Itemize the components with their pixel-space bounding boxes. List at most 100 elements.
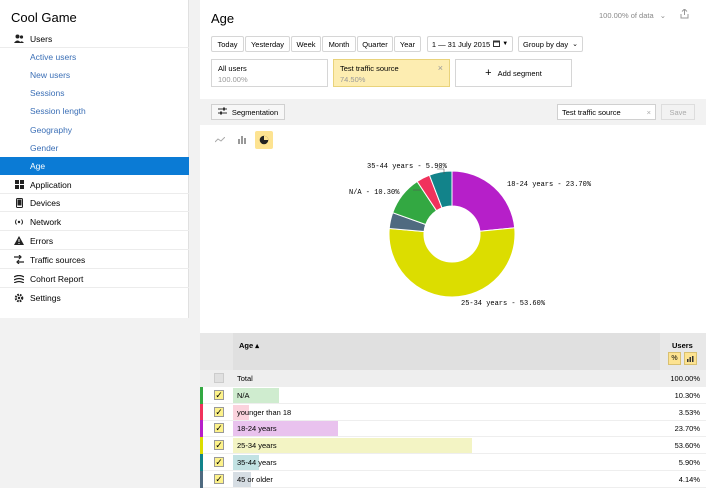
row-value: 5.90% xyxy=(678,457,700,467)
sidebar-subitem-session-length[interactable]: Session length xyxy=(30,106,86,116)
row-checkbox[interactable]: ✓ xyxy=(214,390,224,400)
row-color-stripe xyxy=(200,437,203,455)
data-sampling-selector[interactable]: 100.00% of data ⌄ xyxy=(599,11,666,20)
share-icon[interactable] xyxy=(680,8,689,21)
period-yesterday-button[interactable]: Yesterday xyxy=(245,36,290,52)
segment-all-users[interactable]: All users 100.00% xyxy=(211,59,328,87)
row-label: 45 or older xyxy=(237,474,273,484)
table-row[interactable]: ✓ 45 or older 4.14% xyxy=(200,470,706,488)
sidebar-item-label: Errors xyxy=(30,235,54,246)
donut-slice-25-34-years[interactable] xyxy=(388,227,516,298)
donut-slice-35-44-years[interactable] xyxy=(428,170,453,209)
row-label: 25-34 years xyxy=(237,441,277,451)
phone-icon xyxy=(14,197,24,208)
sidebar-item-network[interactable]: Network xyxy=(0,213,189,231)
segmentation-label: Segmentation xyxy=(231,107,279,117)
period-year-button[interactable]: Year xyxy=(394,36,421,52)
percent-toggle-icon[interactable]: % xyxy=(668,352,681,365)
date-range-picker[interactable]: 1 — 31 July 2015 ▼ xyxy=(427,36,513,52)
app-title: Cool Game xyxy=(11,10,77,25)
sidebar-item-cohort-report[interactable]: Cohort Report xyxy=(0,270,189,288)
total-checkbox[interactable] xyxy=(214,373,224,383)
table-total-row: Total 100.00% xyxy=(200,370,706,387)
row-value-bar xyxy=(233,438,472,454)
group-by-select[interactable]: Group by day ⌄ xyxy=(518,36,583,52)
sliders-icon xyxy=(217,107,227,117)
row-checkbox[interactable]: ✓ xyxy=(214,406,224,417)
table-row[interactable]: ✓ younger than 18 3.53% xyxy=(200,403,706,421)
traffic-icon xyxy=(14,255,24,265)
period-today-button[interactable]: Today xyxy=(211,36,244,52)
segment-value: 74.50% xyxy=(340,75,366,84)
sidebar-subitem-active-users[interactable]: Active users xyxy=(30,52,77,62)
sidebar-item-settings[interactable]: Settings xyxy=(0,289,189,307)
row-label: younger than 18 xyxy=(237,407,292,417)
row-label: 18-24 years xyxy=(237,424,277,434)
row-checkbox[interactable]: ✓ xyxy=(214,440,224,451)
age-donut-chart: 18-24 years - 23.70% 25-34 years - 53.60… xyxy=(349,163,592,308)
segment-name-input[interactable]: Test traffic source × xyxy=(557,104,656,120)
table-row[interactable]: ✓ N/A 10.30% xyxy=(200,387,706,404)
row-value: 53.60% xyxy=(674,441,700,451)
line-chart-view-icon[interactable] xyxy=(211,131,229,149)
pie-chart-view-icon[interactable] xyxy=(255,131,273,149)
sidebar-item-label: Cohort Report xyxy=(30,273,84,284)
chevron-down-icon: ⌄ xyxy=(659,11,667,20)
add-segment-button[interactable]: + Add segment xyxy=(455,59,572,87)
users-column-header[interactable]: Users xyxy=(672,341,693,350)
page-title: Age xyxy=(211,11,235,26)
table-row[interactable]: ✓ 25-34 years 53.60% xyxy=(200,437,706,455)
table-row[interactable]: ✓ 18-24 years 23.70% xyxy=(200,420,706,438)
sidebar-item-traffic-sources[interactable]: Traffic sources xyxy=(0,251,189,269)
clear-icon[interactable]: × xyxy=(646,107,651,117)
row-value-bar xyxy=(233,421,339,437)
donut-slice-18-24-years[interactable] xyxy=(451,170,516,232)
date-range-value: 1 — 31 July 2015 xyxy=(431,39,491,49)
row-value: 10.30% xyxy=(674,391,700,400)
bar-toggle-icon[interactable] xyxy=(684,352,697,365)
table-row[interactable]: ✓ 35-44 years 5.90% xyxy=(200,453,706,471)
period-month-button[interactable]: Month xyxy=(322,36,356,52)
add-segment-label: Add segment xyxy=(497,68,542,78)
sidebar-item-errors[interactable]: Errors xyxy=(0,232,189,250)
sidebar-item-label: Application xyxy=(30,179,72,190)
grid-icon xyxy=(14,180,24,190)
bar-chart-view-icon[interactable] xyxy=(233,131,251,149)
save-button[interactable]: Save xyxy=(661,104,695,120)
sidebar-item-users[interactable]: Users xyxy=(0,30,189,48)
sidebar-subitem-new-users[interactable]: New users xyxy=(30,70,71,80)
plus-icon: + xyxy=(485,67,492,79)
row-checkbox[interactable]: ✓ xyxy=(214,423,224,434)
wifi-icon xyxy=(14,217,24,227)
row-value: 4.14% xyxy=(678,474,700,484)
sidebar-subitem-sessions[interactable]: Sessions xyxy=(30,88,65,98)
segment-value: 100.00% xyxy=(218,75,248,84)
row-value-bar xyxy=(233,454,260,470)
period-week-button[interactable]: Week xyxy=(291,36,321,52)
sidebar-item-application[interactable]: Application xyxy=(0,176,189,194)
segment-name: Test traffic source xyxy=(340,64,399,73)
close-icon[interactable]: × xyxy=(437,63,443,73)
segment-test-traffic-source[interactable]: Test traffic source 74.50% × xyxy=(333,59,450,87)
cohort-icon xyxy=(14,274,24,284)
sidebar-subitem-age[interactable]: Age xyxy=(0,157,189,175)
sidebar-subitem-geography[interactable]: Geography xyxy=(30,125,73,135)
row-value-bar xyxy=(233,471,252,487)
row-value: 3.53% xyxy=(678,407,700,417)
sidebar-item-label: Settings xyxy=(30,293,61,303)
row-value: 23.70% xyxy=(674,424,700,434)
row-color-stripe xyxy=(200,387,203,404)
sidebar-item-devices[interactable]: Devices xyxy=(0,194,189,212)
row-color-stripe xyxy=(200,453,203,471)
warning-icon xyxy=(14,236,24,246)
row-checkbox[interactable]: ✓ xyxy=(214,456,224,467)
sidebar-subitem-gender[interactable]: Gender xyxy=(30,143,59,153)
total-label: Total xyxy=(237,374,253,383)
chevron-down-icon: ▼ xyxy=(502,41,509,47)
segmentation-button[interactable]: Segmentation xyxy=(211,104,285,120)
row-color-stripe xyxy=(200,403,203,421)
gear-icon xyxy=(14,293,24,303)
callout-25-34: 25-34 years - 53.60% xyxy=(461,300,546,308)
period-quarter-button[interactable]: Quarter xyxy=(357,36,393,52)
row-checkbox[interactable]: ✓ xyxy=(214,473,224,484)
